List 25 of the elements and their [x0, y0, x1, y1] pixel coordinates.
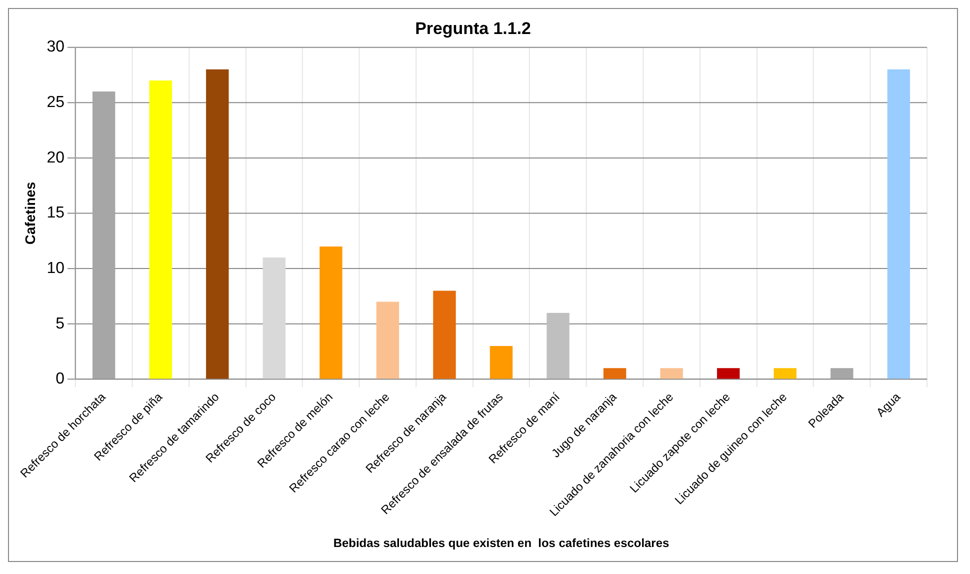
y-tick-label: 30 — [46, 38, 65, 56]
bar — [206, 69, 229, 379]
bar — [887, 69, 910, 379]
bar — [717, 368, 740, 379]
y-tick-label: 20 — [46, 149, 65, 166]
bar — [660, 368, 683, 379]
bar — [376, 302, 400, 379]
bar — [320, 246, 342, 379]
bar — [830, 368, 854, 379]
bar — [603, 368, 626, 379]
bar — [774, 368, 796, 379]
y-tick-label: 10 — [46, 260, 65, 277]
bar — [490, 346, 513, 379]
y-tick-label: 0 — [56, 370, 65, 388]
bar — [262, 258, 286, 379]
bar — [433, 290, 456, 379]
bar — [149, 80, 172, 379]
x-axis-title: Bebidas saludables que existen en los cafetines escolares — [333, 536, 670, 550]
y-tick-label: 5 — [56, 315, 65, 332]
bar — [92, 92, 116, 379]
y-tick-label: 25 — [46, 94, 65, 111]
y-axis-title: Cafetines — [22, 182, 38, 245]
y-tick-label: 15 — [46, 204, 65, 222]
chart-title: Pregunta 1.1.2 — [415, 18, 531, 38]
bar — [546, 312, 570, 379]
